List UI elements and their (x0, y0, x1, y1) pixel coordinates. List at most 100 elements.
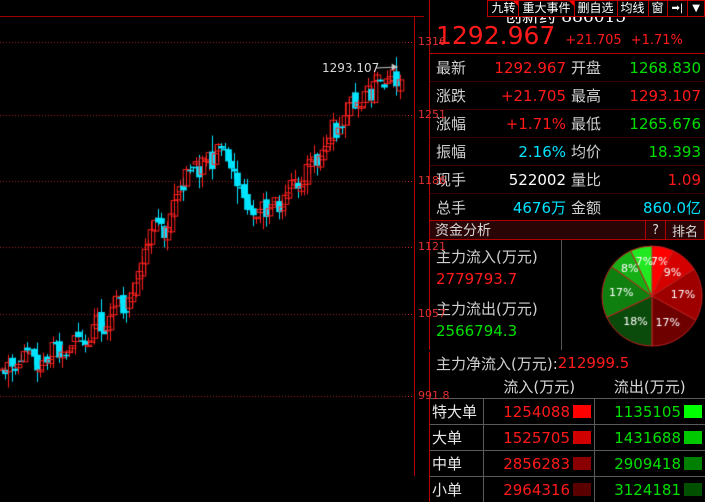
axis-tick (405, 396, 414, 397)
outflow-color-swatch (684, 405, 702, 418)
flow-outflow-value: 3124181 (614, 481, 681, 499)
axis-tick (405, 314, 414, 315)
quote-value-2: 1265.676 (616, 115, 705, 133)
axis-tick (405, 115, 414, 116)
price-axis (404, 0, 424, 476)
net-inflow-row: 主力净流入(万元): 212999.5 (429, 352, 705, 374)
outflow-color-swatch (684, 457, 702, 470)
jump-to-end-icon[interactable]: ➡| (668, 0, 689, 17)
quote-label: 最新 (430, 57, 482, 78)
flow-inflow-value: 2964316 (503, 481, 570, 499)
window-button[interactable]: 窗 (649, 0, 668, 17)
flow-inflow-cell: 2964316 (484, 477, 595, 502)
nine-turn-button[interactable]: 九转 (487, 0, 519, 17)
flow-table-body: 特大单 1254088 1135105 大单 1525705 1431688 中单 28562… (430, 398, 705, 502)
quote-label-2: 最低 (568, 113, 616, 134)
net-inflow-label: 主力净流入(万元): (436, 353, 558, 374)
fund-analysis-title: 资金分析 (430, 220, 645, 240)
quote-label-2: 量比 (568, 169, 616, 190)
net-inflow-value: 212999.5 (558, 354, 630, 372)
pie-canvas (600, 244, 704, 348)
help-button[interactable]: ? (645, 221, 665, 239)
main-inflow-label: 主力流入(万元) (436, 246, 561, 267)
flow-outflow-cell: 3124181 (595, 477, 705, 502)
flow-inflow-cell: 1254088 (484, 399, 595, 424)
price-axis-label: 1316 (418, 36, 446, 47)
change-absolute: +21.705 (565, 33, 621, 48)
rank-button[interactable]: 排名 (665, 221, 704, 239)
stock-terminal-window: 1293.107 九转重大事件删自选均线窗➡|▼ 创新药 886015 1292… (0, 0, 705, 476)
flow-inflow-cell: 2856283 (484, 451, 595, 476)
quote-value: 2.16% (482, 143, 568, 161)
flow-outflow-value: 1431688 (614, 429, 681, 447)
toolbar-divider (0, 16, 424, 17)
price-axis-label: 1251 (418, 109, 446, 120)
moving-average-button[interactable]: 均线 (618, 0, 649, 17)
quote-value-2: 860.0亿 (616, 197, 705, 218)
chart-toolbar[interactable]: 九转重大事件删自选均线窗➡|▼ (487, 0, 705, 17)
inflow-color-swatch (573, 457, 591, 470)
fund-analysis-header: 资金分析 ? 排名 (429, 220, 705, 240)
flow-outflow-cell: 2909418 (595, 451, 705, 476)
quote-value: +21.705 (482, 87, 568, 105)
main-inflow-value: 2779793.7 (436, 270, 561, 288)
quote-label-2: 最高 (568, 85, 616, 106)
axis-tick (405, 42, 414, 43)
flow-row-label: 大单 (430, 425, 484, 450)
main-outflow-label: 主力流出(万元) (436, 298, 561, 319)
flow-header-outflow: 流出(万元) (595, 376, 705, 397)
inflow-color-swatch (573, 431, 591, 444)
price-axis-label: 1186 (418, 175, 446, 186)
quote-label-2: 均价 (568, 141, 616, 162)
flow-row-label: 小单 (430, 477, 484, 502)
table-row: 中单 2856283 2909418 (430, 450, 705, 476)
flow-outflow-cell: 1431688 (595, 425, 705, 450)
flow-inflow-value: 1254088 (503, 403, 570, 421)
quote-label-2: 开盘 (568, 57, 616, 78)
flow-inflow-value: 2856283 (503, 455, 570, 473)
quote-value-2: 18.393 (616, 143, 705, 161)
flow-outflow-cell: 1135105 (595, 399, 705, 424)
table-row: 大单 1525705 1431688 (430, 424, 705, 450)
quote-value-2: 1268.830 (616, 59, 705, 77)
table-row: 特大单 1254088 1135105 (430, 398, 705, 424)
quote-value: 4676万 (482, 197, 568, 218)
change-percent: +1.71% (631, 33, 683, 48)
major-events-button[interactable]: 重大事件 (519, 0, 574, 17)
high-price-annotation: 1293.107 (322, 61, 379, 75)
quote-value-2: 1293.107 (616, 87, 705, 105)
fund-analysis-body: 主力流入(万元) 2779793.7 主力流出(万元) 2566794.3 (429, 240, 705, 350)
quote-value: 522002 (482, 171, 568, 189)
quote-value: 1292.967 (482, 59, 568, 77)
outflow-color-swatch (684, 483, 702, 496)
axis-tick (405, 247, 414, 248)
outflow-color-swatch (684, 431, 702, 444)
quote-value: +1.71% (482, 115, 568, 133)
chevron-down-icon[interactable]: ▼ (688, 0, 705, 17)
fund-flow-summary: 主力流入(万元) 2779793.7 主力流出(万元) 2566794.3 (430, 240, 562, 350)
price-axis-label: 1057 (418, 308, 446, 319)
flow-row-label: 中单 (430, 451, 484, 476)
quote-label: 总手 (430, 197, 482, 218)
flow-inflow-value: 1525705 (503, 429, 570, 447)
inflow-color-swatch (573, 405, 591, 418)
remove-watchlist-button[interactable]: 删自选 (575, 0, 618, 17)
order-size-flow-table: 流入(万元) 流出(万元) 特大单 1254088 1135105 大单 1525705… (429, 374, 705, 502)
flow-outflow-value: 2909418 (614, 455, 681, 473)
flow-row-label: 特大单 (430, 399, 484, 424)
candlestick-chart-pane[interactable]: 1293.107 (0, 0, 424, 476)
inflow-color-swatch (573, 483, 591, 496)
flow-inflow-cell: 1525705 (484, 425, 595, 450)
last-price: 1292.967 (436, 23, 555, 49)
flow-table-header: 流入(万元) 流出(万元) (430, 374, 705, 398)
quote-label: 振幅 (430, 141, 482, 162)
flow-outflow-value: 1135105 (614, 403, 681, 421)
